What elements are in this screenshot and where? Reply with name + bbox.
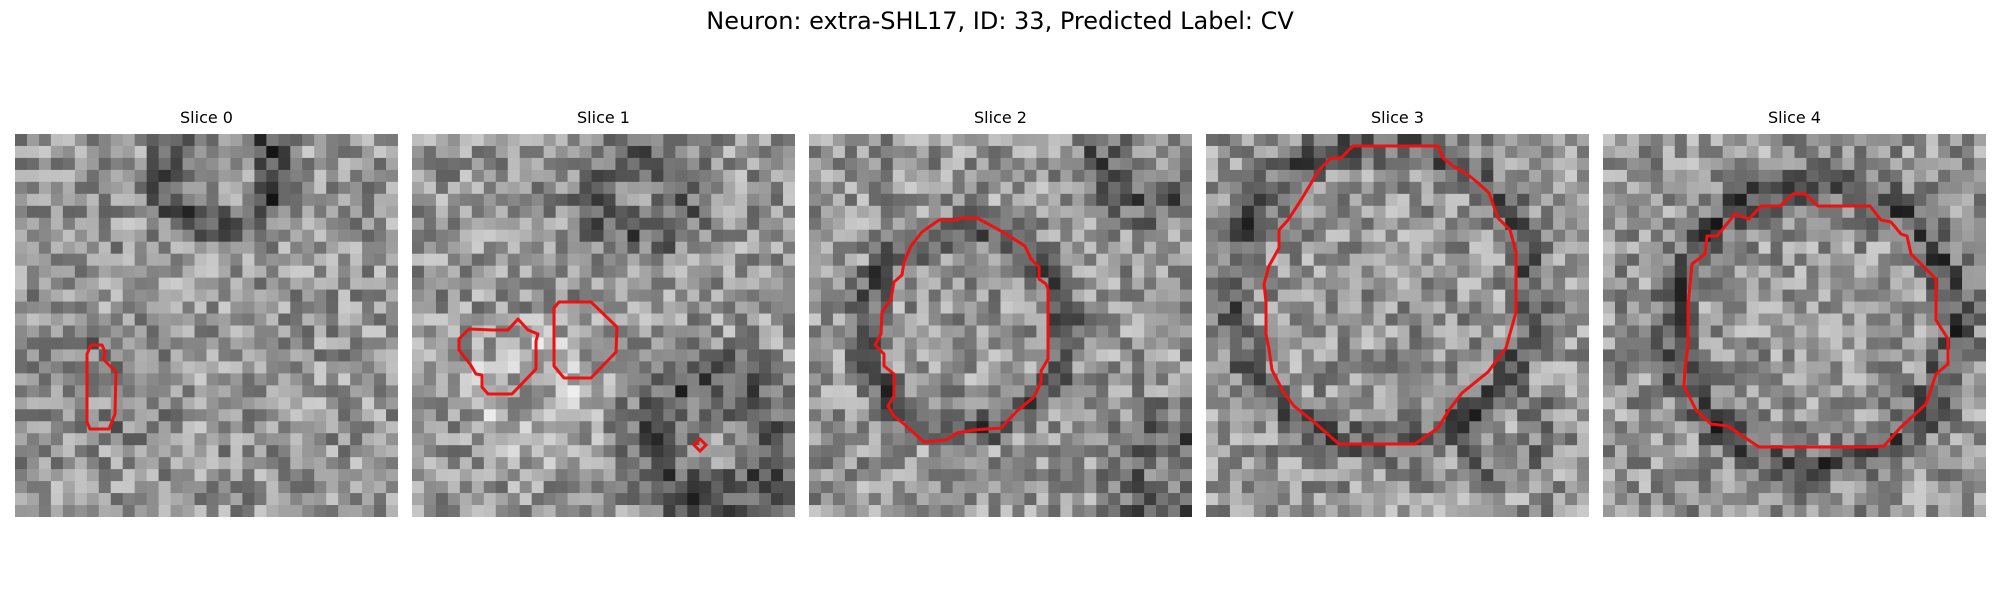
grayscale-image [15, 134, 398, 517]
grayscale-image [412, 134, 795, 517]
roi-marker [691, 436, 709, 454]
slice-panel-0: Slice 0 [15, 0, 398, 600]
slice-image [1206, 134, 1589, 517]
slice-panel-2: Slice 2 [809, 0, 1192, 600]
slice-panel-1: Slice 1 [412, 0, 795, 600]
slice-title: Slice 3 [1371, 108, 1424, 127]
slice-image [15, 134, 398, 517]
slice-title: Slice 2 [974, 108, 1027, 127]
roi-contour [1262, 144, 1518, 446]
slice-title: Slice 0 [180, 108, 233, 127]
roi-contour [85, 343, 118, 431]
roi-contour [552, 300, 619, 380]
slice-image [412, 134, 795, 517]
roi-contour [1682, 192, 1950, 449]
roi-contour [873, 216, 1050, 444]
slice-image [1603, 134, 1986, 517]
slice-panel-3: Slice 3 [1206, 0, 1589, 600]
grayscale-image [1603, 134, 1986, 517]
figure-title: Neuron: extra-SHL17, ID: 33, Predicted L… [706, 7, 1294, 35]
roi-contour [457, 317, 540, 396]
slice-title: Slice 4 [1768, 108, 1821, 127]
slice-panel-4: Slice 4 [1603, 0, 1986, 600]
grayscale-image [809, 134, 1192, 517]
grayscale-image [1206, 134, 1589, 517]
slice-image [809, 134, 1192, 517]
slice-title: Slice 1 [577, 108, 630, 127]
